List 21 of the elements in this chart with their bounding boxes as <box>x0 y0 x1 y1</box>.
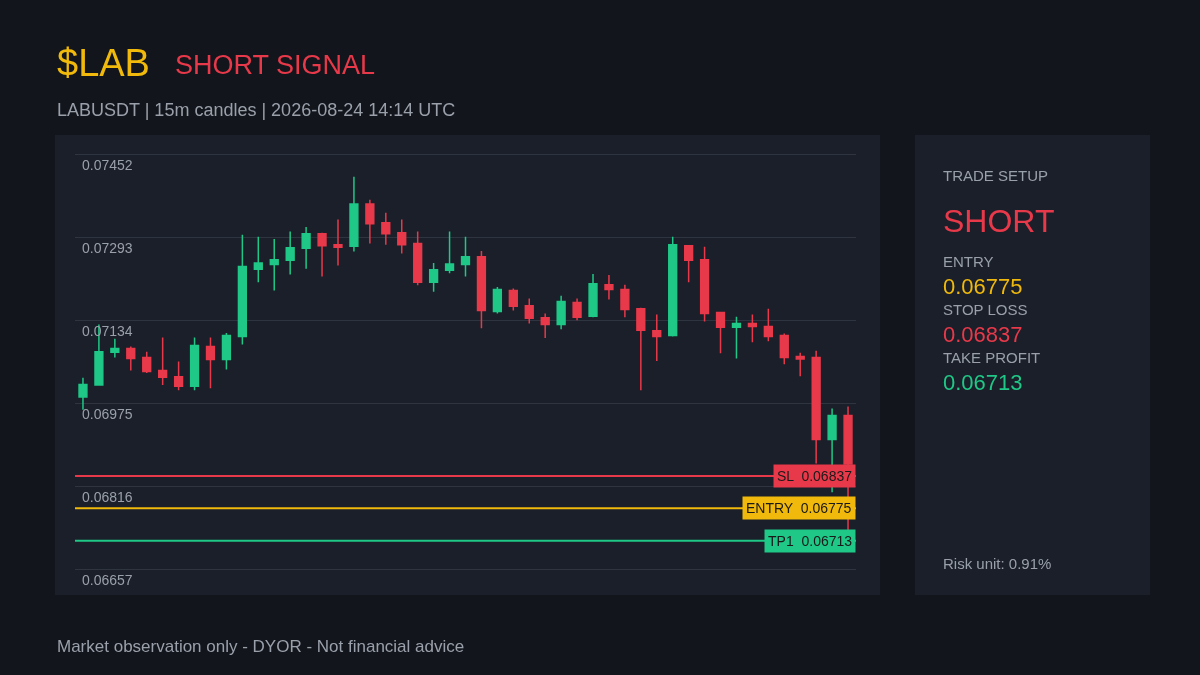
text: TAKE PROFIT <box>943 349 1041 366</box>
ref-line-label: TP1 0.06713 <box>768 533 853 549</box>
ref-line-label: ENTRY 0.06775 <box>746 500 852 516</box>
chart-title: $LAB <box>57 42 150 84</box>
text: Market observation only - DYOR - Not financial advice <box>57 637 465 656</box>
text: ENTRY <box>943 253 994 270</box>
y-tick-label: 0.06657 <box>82 571 133 588</box>
y-tick-label: 0.07293 <box>82 239 133 256</box>
ref-line-label: SL 0.06837 <box>777 468 853 484</box>
text: 0.06837 <box>943 322 1023 347</box>
y-tick-label: 0.06816 <box>82 488 133 505</box>
text: SHORT SIGNAL <box>175 50 376 80</box>
text: 0.06713 <box>943 370 1023 395</box>
y-tick-label: 0.06975 <box>82 405 133 422</box>
text: STOP LOSS <box>943 301 1028 318</box>
y-tick-label: 0.07452 <box>82 156 133 173</box>
text: SHORT <box>943 203 1055 239</box>
text: TRADE SETUP <box>943 167 1049 184</box>
chart-subtitle: LABUSDT | 15m candles | 2026-08-24 14:14 UTC <box>57 100 456 120</box>
text: Risk unit: 0.91% <box>943 555 1052 572</box>
text: 0.06775 <box>943 274 1023 299</box>
